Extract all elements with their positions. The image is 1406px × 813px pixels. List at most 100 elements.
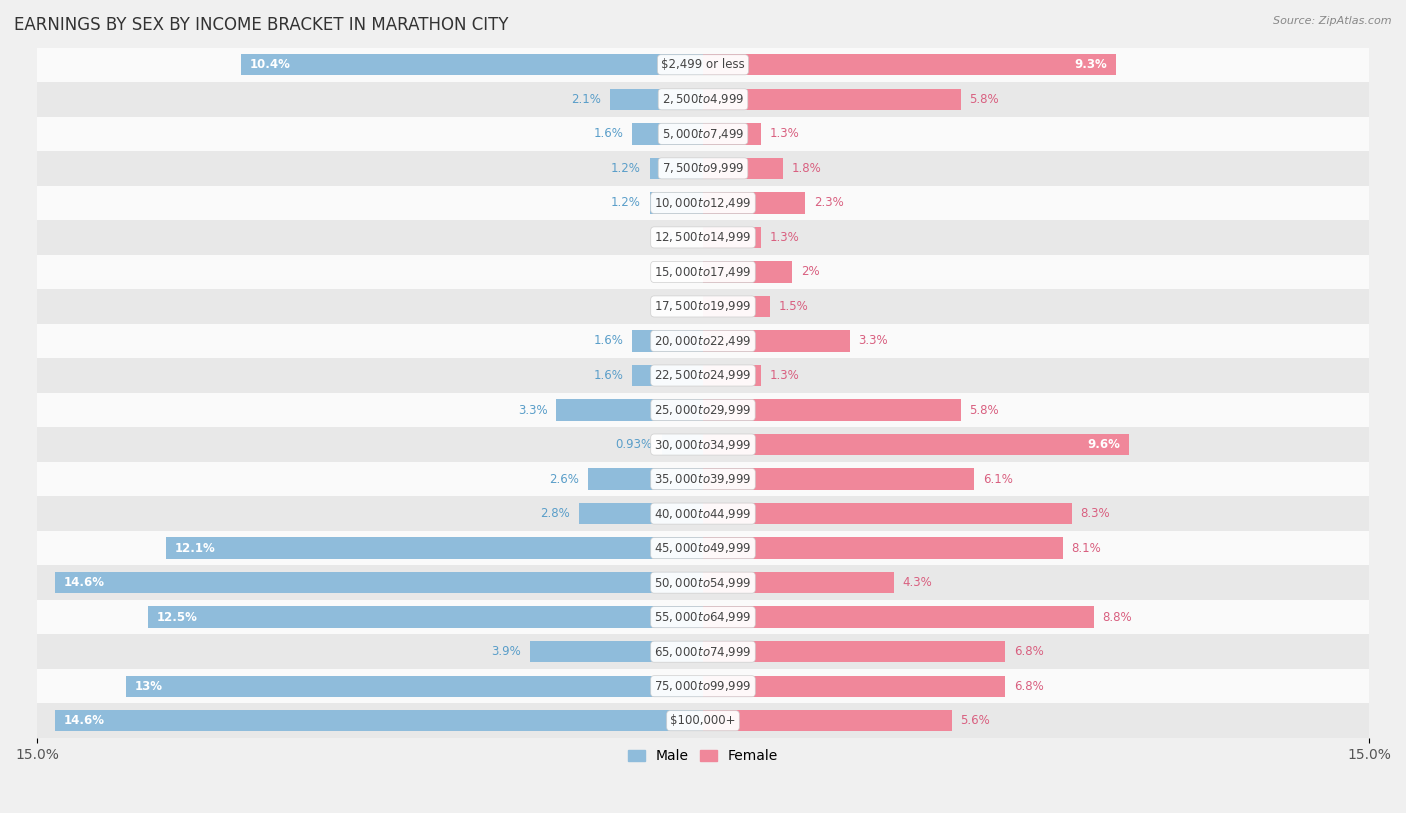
Bar [0, 428, 1406, 462]
Bar [148, 606, 703, 628]
Text: $12,500 to $14,999: $12,500 to $14,999 [654, 230, 752, 245]
Bar [0, 151, 1406, 185]
Text: 1.3%: 1.3% [769, 128, 800, 141]
Text: 3.3%: 3.3% [859, 334, 889, 347]
Text: 6.8%: 6.8% [1014, 680, 1043, 693]
Text: 2.3%: 2.3% [814, 197, 844, 210]
Bar [631, 365, 703, 386]
Bar [0, 565, 1406, 600]
Bar [703, 468, 974, 489]
Bar [55, 710, 703, 732]
Bar [662, 434, 703, 455]
Bar [0, 600, 1406, 634]
Bar [0, 289, 1406, 324]
Text: 1.3%: 1.3% [769, 369, 800, 382]
Bar [242, 54, 703, 76]
Text: $2,499 or less: $2,499 or less [661, 59, 745, 72]
Bar [703, 676, 1005, 697]
Text: 9.6%: 9.6% [1087, 438, 1121, 451]
Bar [530, 641, 703, 663]
Text: $35,000 to $39,999: $35,000 to $39,999 [654, 472, 752, 486]
Text: EARNINGS BY SEX BY INCOME BRACKET IN MARATHON CITY: EARNINGS BY SEX BY INCOME BRACKET IN MAR… [14, 16, 509, 34]
Text: 5.8%: 5.8% [969, 403, 1000, 416]
Bar [703, 330, 849, 352]
Bar [703, 710, 952, 732]
Text: 13%: 13% [135, 680, 163, 693]
Text: $2,500 to $4,999: $2,500 to $4,999 [662, 93, 744, 107]
Bar [166, 537, 703, 559]
Bar [703, 399, 960, 420]
Text: 0.0%: 0.0% [665, 265, 695, 278]
Bar [650, 158, 703, 179]
Text: 1.6%: 1.6% [593, 334, 623, 347]
Bar [650, 192, 703, 214]
Bar [0, 185, 1406, 220]
Text: $22,500 to $24,999: $22,500 to $24,999 [654, 368, 752, 382]
Text: $5,000 to $7,499: $5,000 to $7,499 [662, 127, 744, 141]
Text: 14.6%: 14.6% [63, 576, 104, 589]
Bar [0, 116, 1406, 151]
Bar [579, 503, 703, 524]
Text: 3.9%: 3.9% [491, 646, 522, 659]
Text: 1.5%: 1.5% [779, 300, 808, 313]
Text: 2.6%: 2.6% [548, 472, 579, 485]
Bar [703, 296, 769, 317]
Text: $30,000 to $34,999: $30,000 to $34,999 [654, 437, 752, 451]
Bar [55, 572, 703, 593]
Text: 8.1%: 8.1% [1071, 541, 1101, 554]
Bar [703, 641, 1005, 663]
Bar [0, 531, 1406, 565]
Text: 2.1%: 2.1% [571, 93, 600, 106]
Text: 8.3%: 8.3% [1080, 507, 1111, 520]
Bar [703, 89, 960, 110]
Bar [703, 227, 761, 248]
Text: $25,000 to $29,999: $25,000 to $29,999 [654, 403, 752, 417]
Text: $10,000 to $12,499: $10,000 to $12,499 [654, 196, 752, 210]
Bar [0, 324, 1406, 359]
Text: $15,000 to $17,499: $15,000 to $17,499 [654, 265, 752, 279]
Text: 6.1%: 6.1% [983, 472, 1012, 485]
Text: 2%: 2% [800, 265, 820, 278]
Bar [0, 359, 1406, 393]
Text: 1.3%: 1.3% [769, 231, 800, 244]
Bar [0, 393, 1406, 428]
Text: 5.6%: 5.6% [960, 715, 990, 728]
Bar [703, 537, 1063, 559]
Text: 12.1%: 12.1% [174, 541, 215, 554]
Text: 0.93%: 0.93% [616, 438, 652, 451]
Text: $20,000 to $22,499: $20,000 to $22,499 [654, 334, 752, 348]
Bar [0, 669, 1406, 703]
Text: 0.0%: 0.0% [665, 300, 695, 313]
Text: 1.6%: 1.6% [593, 128, 623, 141]
Text: 10.4%: 10.4% [250, 59, 291, 72]
Text: 1.2%: 1.2% [612, 162, 641, 175]
Bar [631, 330, 703, 352]
Bar [703, 123, 761, 145]
Text: 1.2%: 1.2% [612, 197, 641, 210]
Text: 1.6%: 1.6% [593, 369, 623, 382]
Bar [0, 462, 1406, 496]
Text: $65,000 to $74,999: $65,000 to $74,999 [654, 645, 752, 659]
Text: 3.3%: 3.3% [517, 403, 547, 416]
Text: $17,500 to $19,999: $17,500 to $19,999 [654, 299, 752, 314]
Text: $40,000 to $44,999: $40,000 to $44,999 [654, 506, 752, 520]
Bar [0, 634, 1406, 669]
Bar [0, 496, 1406, 531]
Bar [0, 47, 1406, 82]
Text: 14.6%: 14.6% [63, 715, 104, 728]
Text: 4.3%: 4.3% [903, 576, 932, 589]
Text: 5.8%: 5.8% [969, 93, 1000, 106]
Text: 12.5%: 12.5% [157, 611, 198, 624]
Bar [703, 434, 1129, 455]
Text: $50,000 to $54,999: $50,000 to $54,999 [654, 576, 752, 589]
Bar [125, 676, 703, 697]
Text: $45,000 to $49,999: $45,000 to $49,999 [654, 541, 752, 555]
Bar [0, 220, 1406, 254]
Bar [0, 82, 1406, 116]
Bar [703, 192, 806, 214]
Text: 8.8%: 8.8% [1102, 611, 1132, 624]
Bar [588, 468, 703, 489]
Bar [703, 606, 1094, 628]
Bar [703, 572, 894, 593]
Text: 1.8%: 1.8% [792, 162, 821, 175]
